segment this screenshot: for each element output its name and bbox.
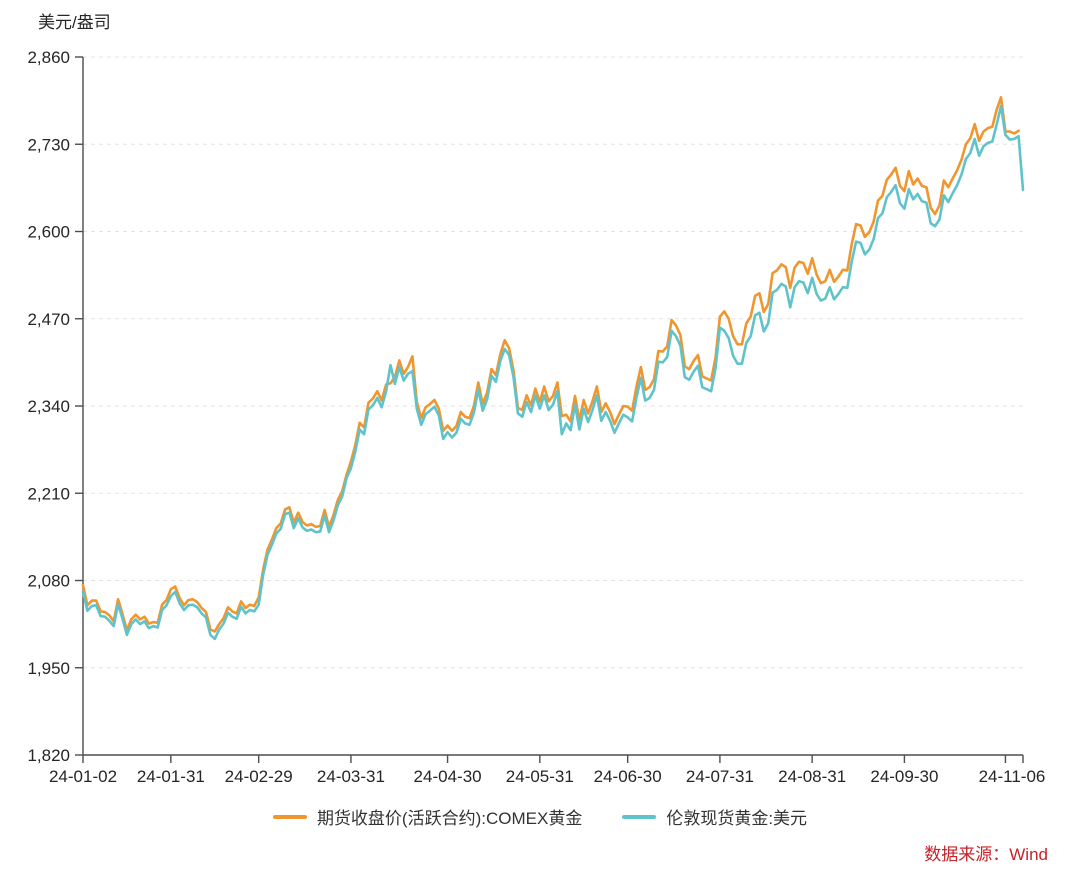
london-spot-line-swatch-icon (622, 814, 657, 819)
series-line-comex (81, 96, 1020, 633)
x-tick-label: 24-08-31 (778, 767, 846, 786)
x-tick-label: 24-04-30 (414, 767, 482, 786)
y-tick-label: 2,210 (27, 484, 70, 503)
x-tick-label: 24-11-06 (979, 767, 1046, 786)
data-source-note: 数据来源：Wind (924, 845, 1048, 864)
y-tick-label: 1,820 (27, 746, 70, 765)
y-axis-title: 美元/盎司 (38, 13, 111, 32)
y-tick-label: 2,730 (27, 135, 70, 154)
x-tick-label: 24-01-31 (137, 767, 205, 786)
line-chart-plot: 1,820 1,950 2,080 2,210 2,340 2,470 2,600 2,730… (27, 48, 1046, 786)
x-tick-label: 24-03-31 (317, 767, 385, 786)
x-tick-label: 24-01-02 (49, 767, 117, 786)
y-tick-label: 2,860 (27, 48, 70, 67)
y-tick-label: 2,470 (27, 310, 70, 329)
x-tick-label: 24-06-30 (594, 767, 662, 786)
y-tick-label: 2,080 (27, 572, 70, 591)
legend-label-comex: 期货收盘价(活跃合约):COMEX黄金 (316, 809, 583, 828)
legend-label-london-spot: 伦敦现货黄金:美元 (666, 809, 808, 828)
y-tick-label: 2,600 (27, 223, 70, 242)
x-tick-label: 24-05-31 (506, 767, 574, 786)
chart-legend: 期货收盘价(活跃合约):COMEX黄金 伦敦现货黄金:美元 (0, 804, 1080, 829)
legend-item-london-spot: 伦敦现货黄金:美元 (622, 804, 807, 829)
series-line-london (81, 104, 1025, 641)
x-tick-label: 24-09-30 (870, 767, 938, 786)
legend-item-comex: 期货收盘价(活跃合约):COMEX黄金 (272, 804, 583, 829)
x-tick-label: 24-02-29 (225, 767, 293, 786)
y-tick-label: 1,950 (27, 659, 70, 678)
x-tick-label: 24-07-31 (686, 767, 754, 786)
y-tick-label: 2,340 (27, 397, 70, 416)
comex-line-swatch-icon (272, 814, 307, 819)
